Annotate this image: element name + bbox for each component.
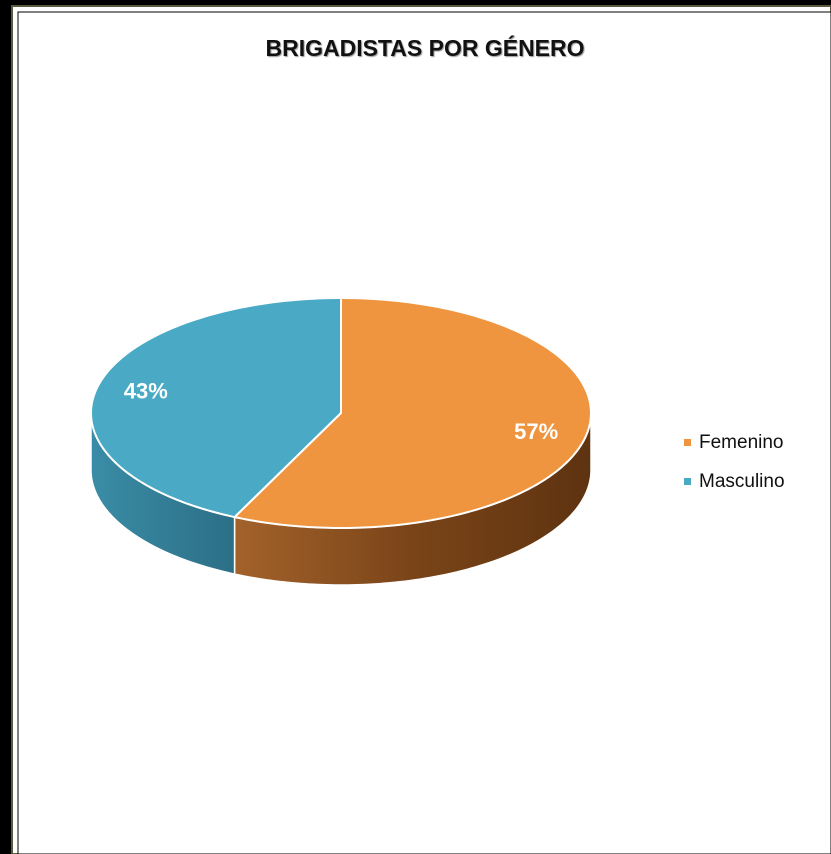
- slice: [232, 296, 592, 529]
- legend-label: Masculino: [699, 471, 785, 492]
- slice: [90, 296, 342, 519]
- legend-label: Femenino: [699, 432, 784, 453]
- data-label: 57%: [514, 419, 558, 444]
- chart-title: BRIGADISTAS POR GÉNERO: [265, 34, 584, 61]
- legend-swatch: [684, 478, 691, 485]
- legend-swatch: [684, 439, 691, 446]
- data-label: 43%: [124, 379, 168, 404]
